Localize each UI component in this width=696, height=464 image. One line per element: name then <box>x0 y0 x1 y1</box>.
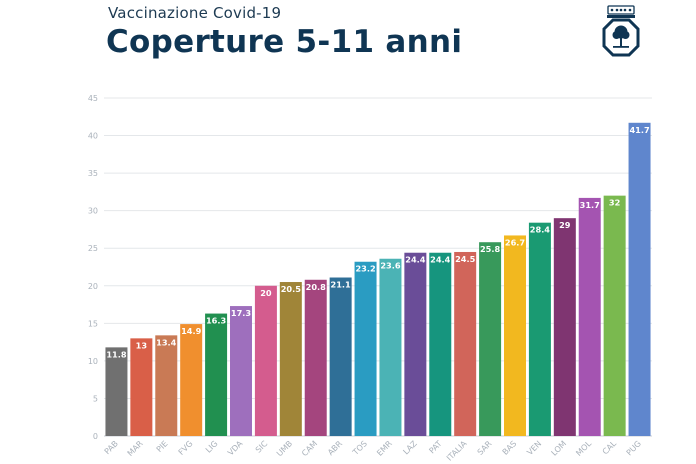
bars <box>105 122 651 436</box>
bar-value-label: 16.3 <box>206 316 227 326</box>
bar-value-label: 24.4 <box>405 255 426 265</box>
x-tick-label: FVG <box>177 439 195 457</box>
x-tick-label: CAL <box>601 439 619 457</box>
y-axis-ticks: 0 5 10 15 20 25 30 35 40 45 <box>88 94 98 441</box>
bar-value-label: 17.3 <box>231 308 252 318</box>
x-tick-label: SAR <box>476 439 494 457</box>
bar-lig <box>205 313 228 436</box>
y-tick-label: 10 <box>88 357 98 366</box>
x-tick-label: ITALIA <box>445 439 469 463</box>
bar-value-label: 28.4 <box>530 225 551 235</box>
bar-value-label: 25.8 <box>480 244 501 254</box>
bar-umb <box>279 282 302 436</box>
bar-value-label: 24.5 <box>455 254 476 264</box>
bar-emr <box>379 258 402 436</box>
bar-pab <box>105 347 128 436</box>
bar-cam <box>304 279 327 436</box>
x-tick-label: ABR <box>326 439 344 457</box>
bar-value-label: 23.2 <box>355 264 375 274</box>
x-tick-label: PIE <box>155 439 170 454</box>
x-tick-label: SIC <box>254 439 270 455</box>
bar-value-label: 11.8 <box>106 349 127 359</box>
bar-value-label: 26.7 <box>505 237 526 247</box>
x-tick-label: LAZ <box>401 439 419 457</box>
x-tick-label: VEN <box>525 439 543 457</box>
bar-sar <box>479 242 502 436</box>
x-tick-label: PAT <box>427 439 443 455</box>
bar-tos <box>354 261 377 436</box>
bar-value-label: 20.5 <box>281 284 302 294</box>
x-tick-label: BAS <box>501 439 519 457</box>
x-tick-label: PAB <box>103 439 120 456</box>
bar-pug <box>628 122 651 436</box>
y-tick-label: 20 <box>88 282 98 291</box>
bar-laz <box>404 252 427 436</box>
bar-italia <box>454 251 477 436</box>
bar-lom <box>553 218 576 436</box>
bar-vda <box>230 306 252 436</box>
bar-pie <box>155 335 178 436</box>
bar-fvg <box>180 324 203 436</box>
x-tick-label: MAR <box>126 439 145 458</box>
bar-mol <box>578 197 601 436</box>
bar-value-label: 14.9 <box>181 326 202 336</box>
x-tick-label: UMB <box>275 439 294 458</box>
bar-value-label: 20.8 <box>306 282 327 292</box>
bar-value-label: 13.4 <box>156 337 177 347</box>
y-tick-label: 15 <box>88 319 98 328</box>
bar-pat <box>429 252 452 436</box>
bar-abr <box>329 277 352 436</box>
x-tick-label: TOS <box>350 439 369 458</box>
coat-of-arms-icon <box>602 5 640 57</box>
bar-value-label: 31.7 <box>580 200 601 210</box>
bar-value-label: 29 <box>559 220 571 230</box>
x-tick-label: LIG <box>204 439 220 455</box>
x-tick-label: PUG <box>625 439 643 457</box>
bar-value-label: 20 <box>260 288 272 298</box>
bar-value-label: 21.1 <box>331 280 352 290</box>
y-tick-label: 45 <box>88 94 98 103</box>
bar-bas <box>504 235 526 436</box>
x-tick-label: LOM <box>550 439 569 458</box>
x-tick-label: VDA <box>226 439 245 458</box>
bar-value-labels: 11.8 13 13.4 14.9 16.3 17.3 20 20.5 20.8 21.123.2… <box>106 125 650 360</box>
bar-value-label: 13 <box>136 340 148 350</box>
bar-value-label: 23.6 <box>380 261 401 271</box>
bar-value-label: 41.7 <box>629 125 650 135</box>
bar-ven <box>528 222 551 436</box>
header-subtitle: Vaccinazione Covid-19 <box>108 4 282 22</box>
bar-sic <box>254 285 277 436</box>
bar-cal <box>603 195 626 436</box>
y-tick-label: 30 <box>88 207 98 216</box>
x-tick-label: MOL <box>574 439 593 458</box>
bar-value-label: 24.4 <box>430 255 451 265</box>
y-tick-label: 35 <box>88 169 98 178</box>
x-tick-label: EMR <box>375 439 394 458</box>
y-tick-label: 25 <box>88 244 98 253</box>
x-tick-label: CAM <box>300 439 319 458</box>
y-tick-label: 5 <box>93 394 98 403</box>
bar-value-label: 32 <box>609 198 620 208</box>
page-title: Coperture 5-11 anni <box>106 24 463 60</box>
x-axis-ticks: PAB MAR PIE FVG LIG VDA SIC UMB CAM ABR TOS EMR LAZ P… <box>103 439 643 463</box>
y-tick-label: 40 <box>88 132 98 141</box>
bar-mar <box>130 338 153 436</box>
y-tick-label: 0 <box>93 432 98 441</box>
